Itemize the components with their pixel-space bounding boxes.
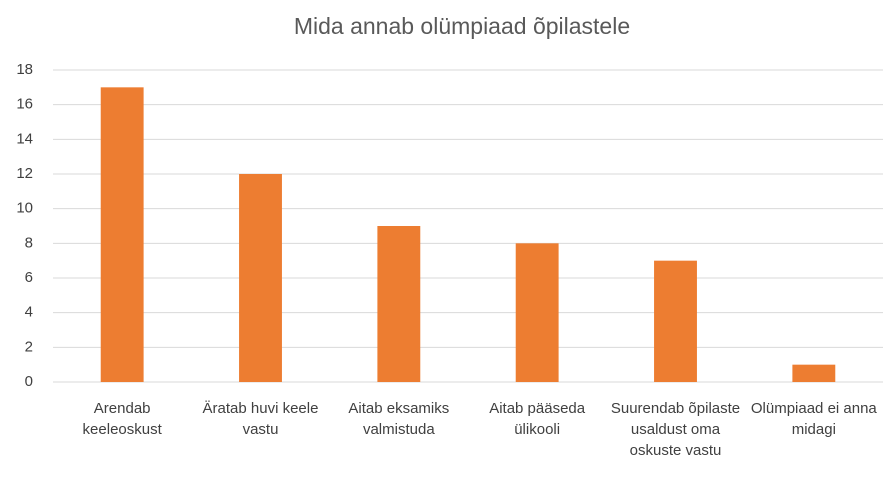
bar xyxy=(100,87,144,382)
bar xyxy=(515,243,559,382)
y-tick-label: 2 xyxy=(25,338,33,355)
x-tick-label: Äratab huvi keele vastu xyxy=(202,400,319,438)
y-tick-label: 4 xyxy=(25,304,33,321)
bar xyxy=(792,364,836,382)
x-tick-label: Arendab keeleoskust xyxy=(82,400,162,438)
y-tick-label: 18 xyxy=(16,61,33,78)
y-tick-label: 16 xyxy=(16,96,33,113)
y-tick-label: 12 xyxy=(16,165,33,182)
y-tick-label: 6 xyxy=(25,269,33,286)
x-tick-label: Aitab eksamiks valmistuda xyxy=(348,400,450,438)
chart-title: Mida annab olümpiaad õpilastele xyxy=(294,13,630,39)
y-tick-label: 8 xyxy=(25,234,33,251)
bar xyxy=(239,174,282,382)
bar xyxy=(377,226,421,382)
y-tick-label: 0 xyxy=(25,373,33,390)
x-tick-label: Suurendab õpilaste usaldust oma oskuste … xyxy=(610,400,741,459)
bar xyxy=(654,260,697,382)
y-tick-label: 10 xyxy=(16,200,33,217)
y-tick-label: 14 xyxy=(16,130,33,147)
x-tick-label: Aitab pääseda ülikooli xyxy=(489,400,586,438)
x-tick-label: Olümpiaad ei anna midagi xyxy=(750,400,877,438)
